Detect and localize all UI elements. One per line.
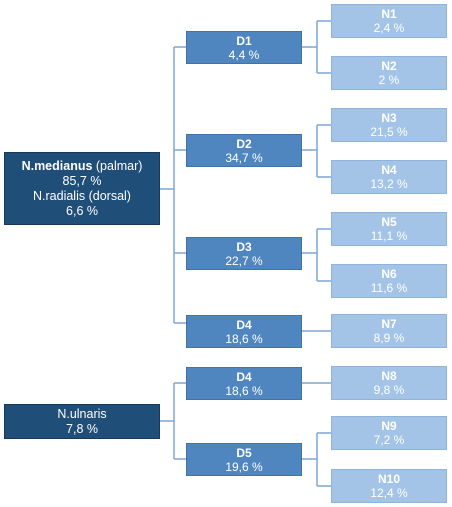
nerve-label: N6 [381,267,397,281]
nerve-node-n5: N5 11,1 % [331,212,447,246]
connector-ulnaris-to-digits [160,382,186,460]
nerve-node-n3: N3 21,5 % [331,108,447,142]
branch-label: D5 [236,445,252,460]
branch-value: 18,6 % [225,331,263,346]
nerve-value: 13,2 % [370,177,408,191]
nerve-value: 8,9 % [373,331,405,345]
nerve-value: 11,6 % [370,281,408,295]
root-ulnaris-value: 7,8 % [66,421,98,436]
connector-d1-to-n1-n2 [302,20,331,74]
nerve-node-n10: N10 12,4 % [331,469,447,503]
root-node-medianus: N.medianus (palmar) 85,7 % N.radialis (d… [4,152,160,225]
branch-value: 4,4 % [228,47,260,62]
branch-node-d1: D1 4,4 % [186,31,302,64]
nerve-value: 2,4 % [373,21,405,35]
root-radialis-name: N.radialis (dorsal) [33,188,131,203]
nerve-node-n2: N2 2 % [331,56,447,90]
nerve-label: N1 [381,7,397,21]
nerve-label: N8 [381,369,397,383]
connector-d3-to-n5-n6 [302,228,331,282]
branch-node-d3: D3 22,7 % [186,237,302,270]
root-medianus-line1: N.medianus (palmar) [22,159,143,174]
nerve-label: N3 [381,111,397,125]
nerve-node-n1: N1 2,4 % [331,4,447,38]
branch-node-d4-ulnaris: D4 18,6 % [186,367,302,400]
nerve-value: 9,8 % [373,383,405,397]
root-medianus-value: 85,7 % [62,173,102,188]
branch-value: 18,6 % [225,383,263,398]
branch-label: D4 [236,317,252,332]
nerve-label: N9 [381,419,397,433]
nerve-node-n8: N8 9,8 % [331,366,447,400]
nerve-label: N4 [381,163,397,177]
root-radialis-value: 6,6 % [66,203,98,218]
branch-label: D3 [236,239,252,254]
connector-medianus-to-digits [160,46,186,324]
nerve-label: N10 [377,472,400,486]
connector-d2-to-n3-n4 [302,124,331,178]
nerve-label: N7 [381,317,397,331]
nerve-value: 12,4 % [370,486,408,500]
nerve-value: 11,1 % [370,229,408,243]
nerve-node-n6: N6 11,6 % [331,264,447,298]
nerve-node-n4: N4 13,2 % [331,160,447,194]
nerve-label: N5 [381,215,397,229]
nerve-node-n9: N9 7,2 % [331,416,447,450]
connector-d5-to-n9-n10 [302,432,331,487]
branch-label: D2 [236,136,252,151]
root-node-ulnaris: N.ulnaris 7,8 % [4,404,160,439]
nerve-node-n7: N7 8,9 % [331,314,447,348]
nerve-value: 2 % [378,73,400,87]
branch-label: D1 [236,33,252,48]
root-medianus-name: N.medianus [21,158,93,173]
branch-label: D4 [236,369,252,384]
branch-value: 22,7 % [225,253,263,268]
branch-value: 34,7 % [225,150,263,165]
root-ulnaris-name: N.ulnaris [57,406,107,421]
nerve-value: 21,5 % [370,125,408,139]
branch-node-d2: D2 34,7 % [186,134,302,167]
nerve-value: 7,2 % [373,433,405,447]
branch-node-d5: D5 19,6 % [186,443,302,476]
branch-node-d4-medianus: D4 18,6 % [186,315,302,348]
nerve-label: N2 [381,59,397,73]
branch-value: 19,6 % [225,459,263,474]
root-medianus-qualifier: (palmar) [92,158,143,173]
